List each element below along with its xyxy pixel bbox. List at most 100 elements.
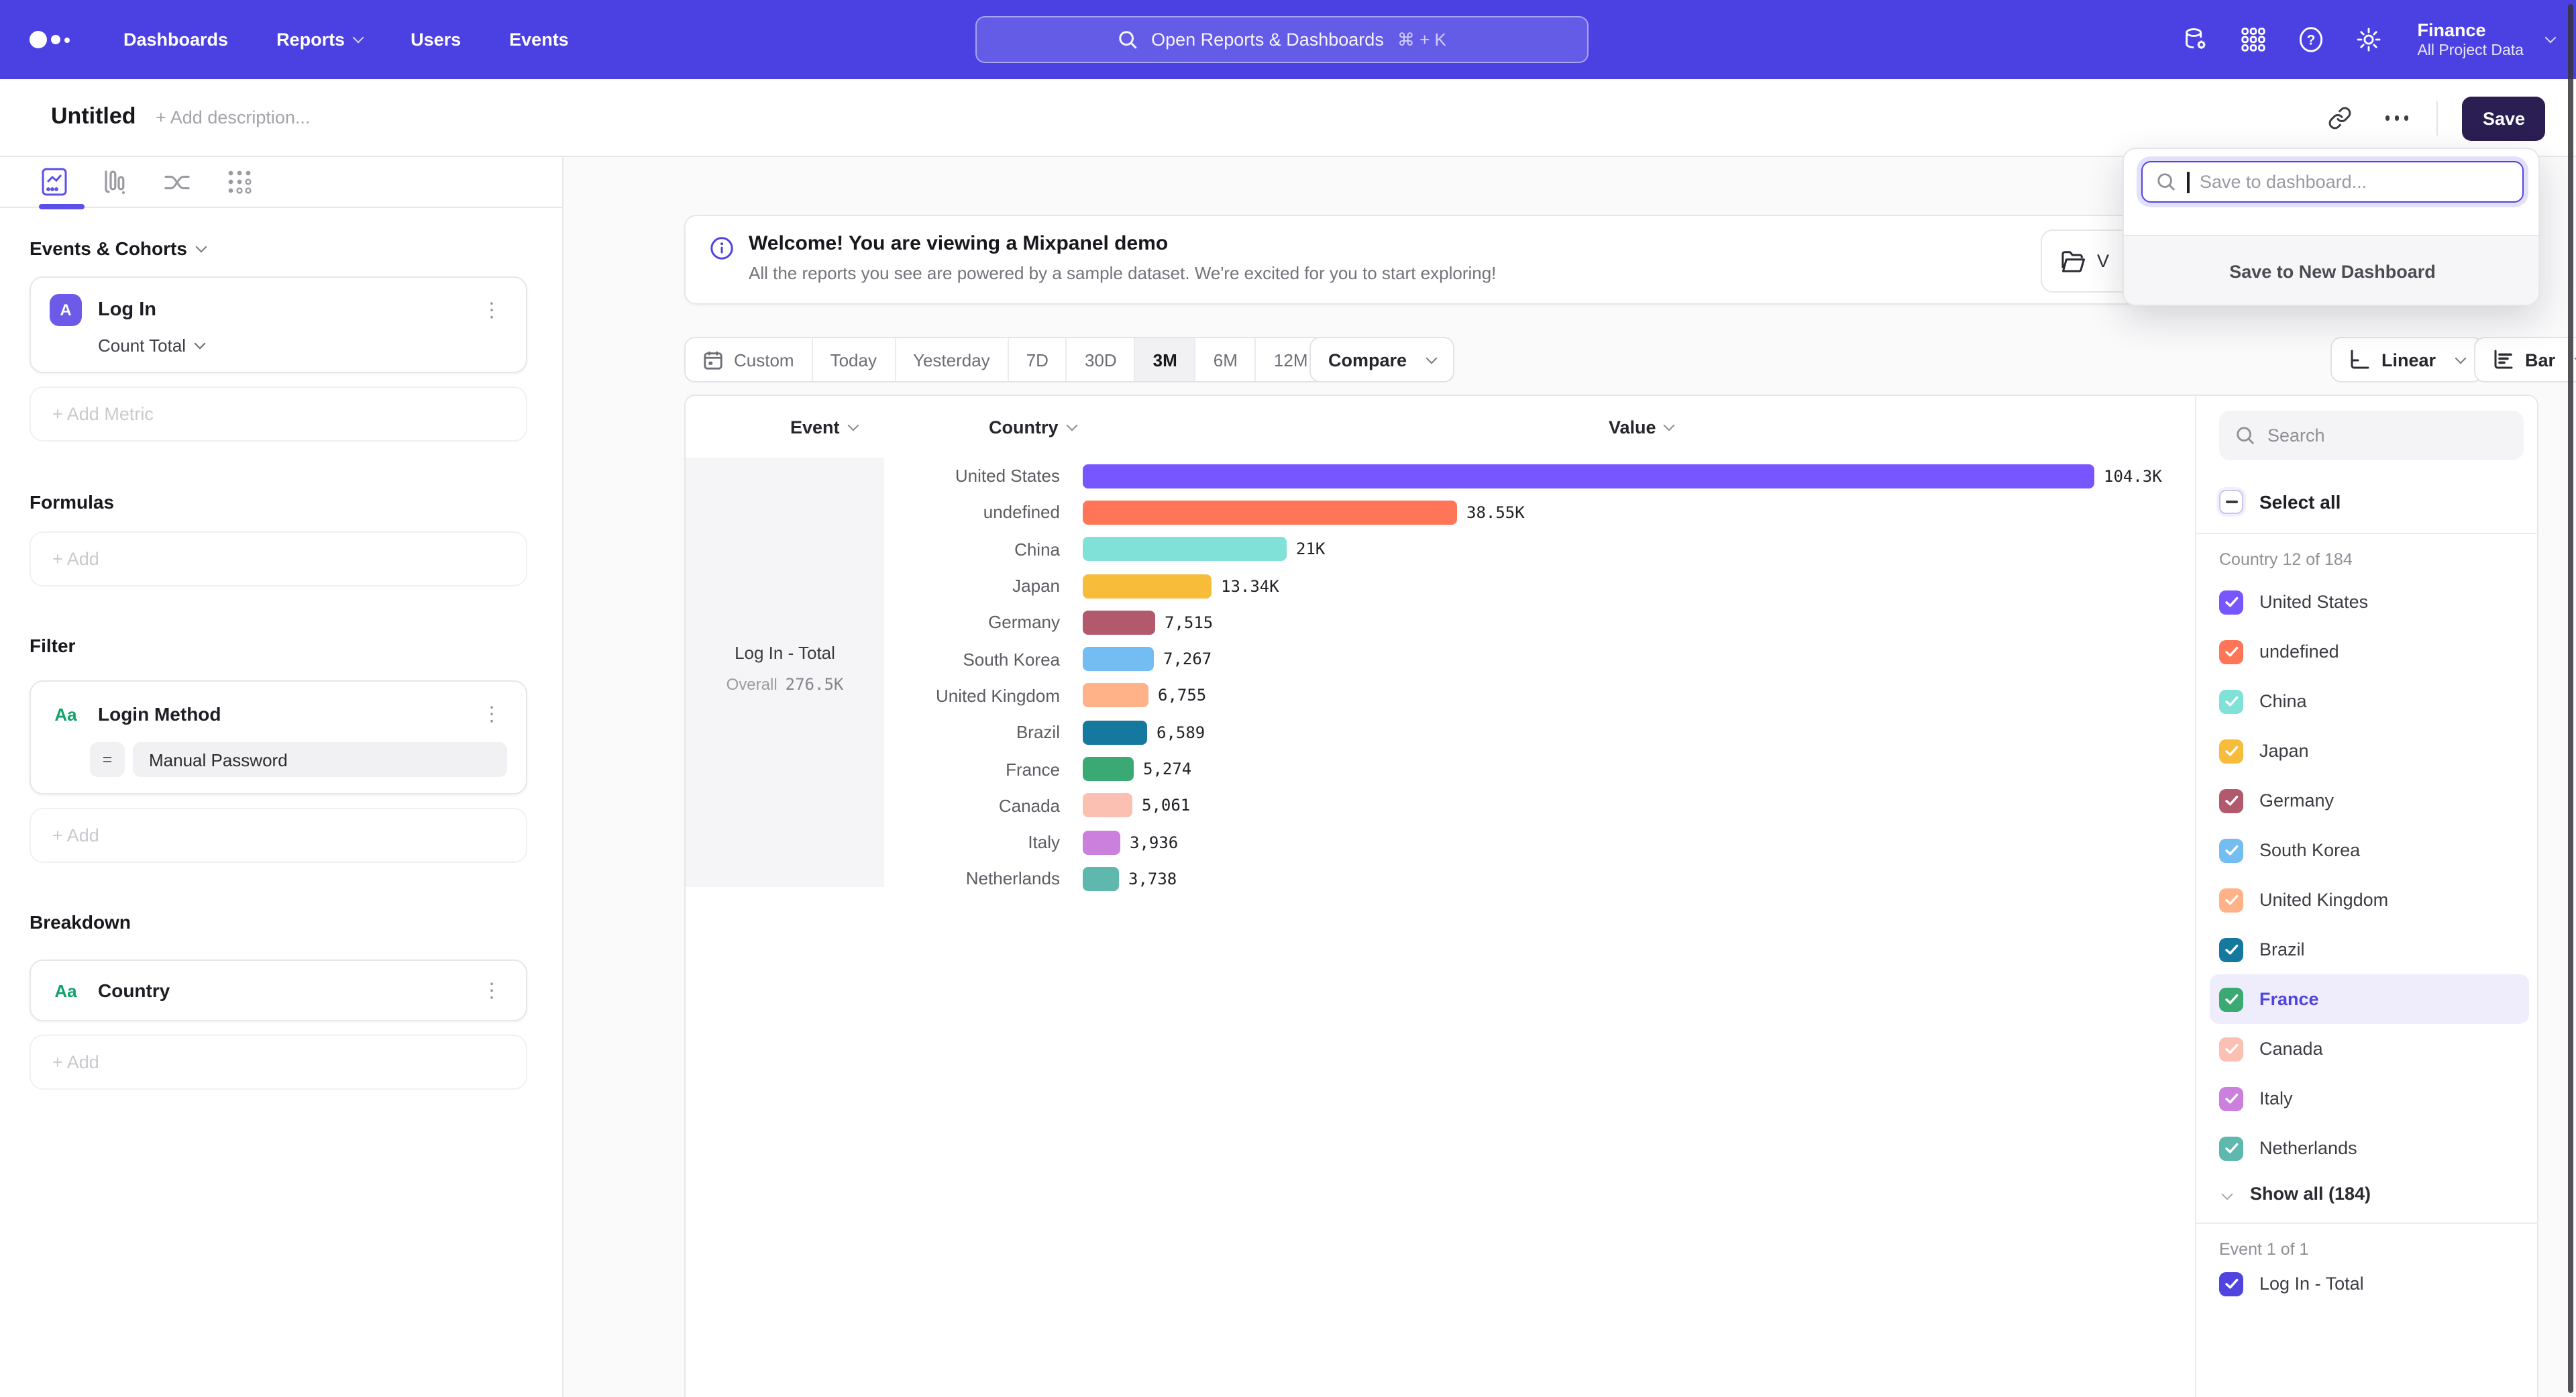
bar-segment[interactable] xyxy=(1083,757,1134,781)
range-custom[interactable]: Custom xyxy=(686,338,813,381)
bar-segment[interactable] xyxy=(1083,501,1457,525)
bar-segment[interactable] xyxy=(1083,830,1120,854)
add-breakdown-button[interactable]: + Add xyxy=(30,1035,527,1090)
checkbox-china[interactable] xyxy=(2219,689,2243,713)
range-7d[interactable]: 7D xyxy=(1009,338,1067,381)
settings-gear-icon[interactable] xyxy=(2354,25,2383,54)
add-metric-button[interactable]: + Add Metric xyxy=(30,386,527,442)
tab-insights-icon[interactable] xyxy=(40,164,67,199)
checkbox-germany[interactable] xyxy=(2219,788,2243,813)
global-search-button[interactable]: Open Reports & Dashboards ⌘ + K xyxy=(975,16,1589,63)
nav-item-reports[interactable]: Reports xyxy=(276,30,362,50)
range-today[interactable]: Today xyxy=(813,338,896,381)
column-header-country[interactable]: Country xyxy=(989,417,1076,437)
check-icon xyxy=(2222,692,2240,710)
country-row-south-korea[interactable]: South Korea xyxy=(2219,825,2524,875)
save-dashboard-search-input[interactable]: Save to dashboard... xyxy=(2141,161,2524,203)
checkbox-france[interactable] xyxy=(2219,987,2243,1011)
checkbox-italy[interactable] xyxy=(2219,1086,2243,1110)
country-row-undefined[interactable]: undefined xyxy=(2219,627,2524,676)
nav-item-dashboards[interactable]: Dashboards xyxy=(123,30,228,50)
filter-value[interactable]: Manual Password xyxy=(133,742,507,777)
country-row-united-kingdom[interactable]: United Kingdom xyxy=(2219,875,2524,925)
project-selector[interactable]: Finance All Project Data xyxy=(2417,20,2555,59)
checkbox-log-in-total[interactable] xyxy=(2219,1272,2243,1296)
country-row-brazil[interactable]: Brazil xyxy=(2219,925,2524,974)
help-icon[interactable]: ? xyxy=(2296,25,2326,54)
compare-button[interactable]: Compare xyxy=(1309,337,1454,382)
bar-segment[interactable] xyxy=(1083,611,1155,635)
report-title[interactable]: Untitled xyxy=(51,103,136,130)
metric-event-name[interactable]: Log In xyxy=(98,299,476,321)
chart-scale-button[interactable]: Linear xyxy=(2330,337,2483,382)
show-all-button[interactable]: Show all (184) xyxy=(2219,1184,2524,1204)
checkbox-south-korea[interactable] xyxy=(2219,838,2243,862)
checkbox-canada[interactable] xyxy=(2219,1037,2243,1061)
column-header-value[interactable]: Value xyxy=(1609,417,1674,437)
save-to-new-dashboard-button[interactable]: Save to New Dashboard xyxy=(2124,235,2540,306)
checkbox-undefined[interactable] xyxy=(2219,639,2243,664)
checkbox-japan[interactable] xyxy=(2219,739,2243,763)
more-options-icon[interactable] xyxy=(2381,102,2413,134)
events-cohorts-header[interactable]: Events & Cohorts xyxy=(30,238,527,259)
save-button[interactable]: Save xyxy=(2463,96,2545,140)
country-row-canada[interactable]: Canada xyxy=(2219,1024,2524,1074)
bar-segment[interactable] xyxy=(1083,537,1287,561)
tab-funnels-icon[interactable] xyxy=(102,164,129,199)
event-row-log-in-total[interactable]: Log In - Total xyxy=(2219,1259,2524,1308)
range-30d[interactable]: 30D xyxy=(1067,338,1136,381)
page-scrollbar[interactable] xyxy=(2568,4,2573,1393)
checkbox-united-states[interactable] xyxy=(2219,590,2243,614)
country-row-france[interactable]: France xyxy=(2210,974,2529,1024)
metric-more-icon[interactable]: ⋮ xyxy=(476,297,507,323)
column-header-event[interactable]: Event xyxy=(790,417,857,437)
top-nav: Dashboards Reports Users Events Open Report… xyxy=(0,0,2576,79)
country-row-italy[interactable]: Italy xyxy=(2219,1074,2524,1123)
apps-grid-icon[interactable] xyxy=(2239,25,2268,54)
bar-chart: United States104.3Kundefined38.55KChina2… xyxy=(686,458,2188,897)
country-row-china[interactable]: China xyxy=(2219,676,2524,726)
bar-segment[interactable] xyxy=(1083,867,1119,891)
bar-segment[interactable] xyxy=(1083,574,1212,598)
checkbox-brazil[interactable] xyxy=(2219,937,2243,962)
country-row-germany[interactable]: Germany xyxy=(2219,776,2524,825)
segments-search-input[interactable]: Search xyxy=(2219,411,2524,460)
breakdown-more-icon[interactable]: ⋮ xyxy=(476,978,507,1003)
copy-link-icon[interactable] xyxy=(2324,102,2357,134)
bar-segment[interactable] xyxy=(1083,720,1147,744)
tab-retention-icon[interactable] xyxy=(225,164,252,199)
breakdown-property-name[interactable]: Country xyxy=(98,980,476,1001)
mixpanel-logo-icon[interactable] xyxy=(30,31,70,48)
filter-more-icon[interactable]: ⋮ xyxy=(476,701,507,727)
bar-segment[interactable] xyxy=(1083,647,1154,671)
range-yesterday[interactable]: Yesterday xyxy=(896,338,1009,381)
country-row-netherlands[interactable]: Netherlands xyxy=(2219,1123,2524,1173)
bar-segment[interactable] xyxy=(1083,464,2094,488)
project-subtitle: All Project Data xyxy=(2417,43,2524,59)
tab-flows-icon[interactable] xyxy=(164,164,191,199)
nav-item-events[interactable]: Events xyxy=(509,30,569,50)
range-3m[interactable]: 3M xyxy=(1136,338,1196,381)
checkbox-netherlands[interactable] xyxy=(2219,1136,2243,1160)
range-6m[interactable]: 6M xyxy=(1196,338,1256,381)
country-row-japan[interactable]: Japan xyxy=(2219,726,2524,776)
add-filter-button[interactable]: + Add xyxy=(30,808,527,863)
data-management-icon[interactable] xyxy=(2181,25,2210,54)
bar-segment[interactable] xyxy=(1083,684,1148,708)
nav-item-users[interactable]: Users xyxy=(411,30,461,50)
filter-property-name[interactable]: Login Method xyxy=(98,703,476,725)
chart-type-button[interactable]: Bar xyxy=(2474,337,2576,382)
filter-operator[interactable]: = xyxy=(90,742,125,777)
metric-aggregation[interactable]: Count Total xyxy=(98,335,507,356)
country-row-united-states[interactable]: United States xyxy=(2219,577,2524,627)
checkbox-united-kingdom[interactable] xyxy=(2219,888,2243,912)
select-all-toggle[interactable]: Select all xyxy=(2219,490,2524,514)
metric-card: A Log In ⋮ Count Total xyxy=(30,276,527,373)
calendar-icon xyxy=(703,350,723,370)
select-all-checkbox[interactable] xyxy=(2219,490,2243,514)
mixpanel-insights-report: Dashboards Reports Users Events Open Report… xyxy=(0,0,2576,1397)
add-formula-button[interactable]: + Add xyxy=(30,531,527,586)
bar-segment[interactable] xyxy=(1083,794,1132,818)
text-caret xyxy=(2187,171,2189,193)
report-description-placeholder[interactable]: + Add description... xyxy=(156,107,310,127)
